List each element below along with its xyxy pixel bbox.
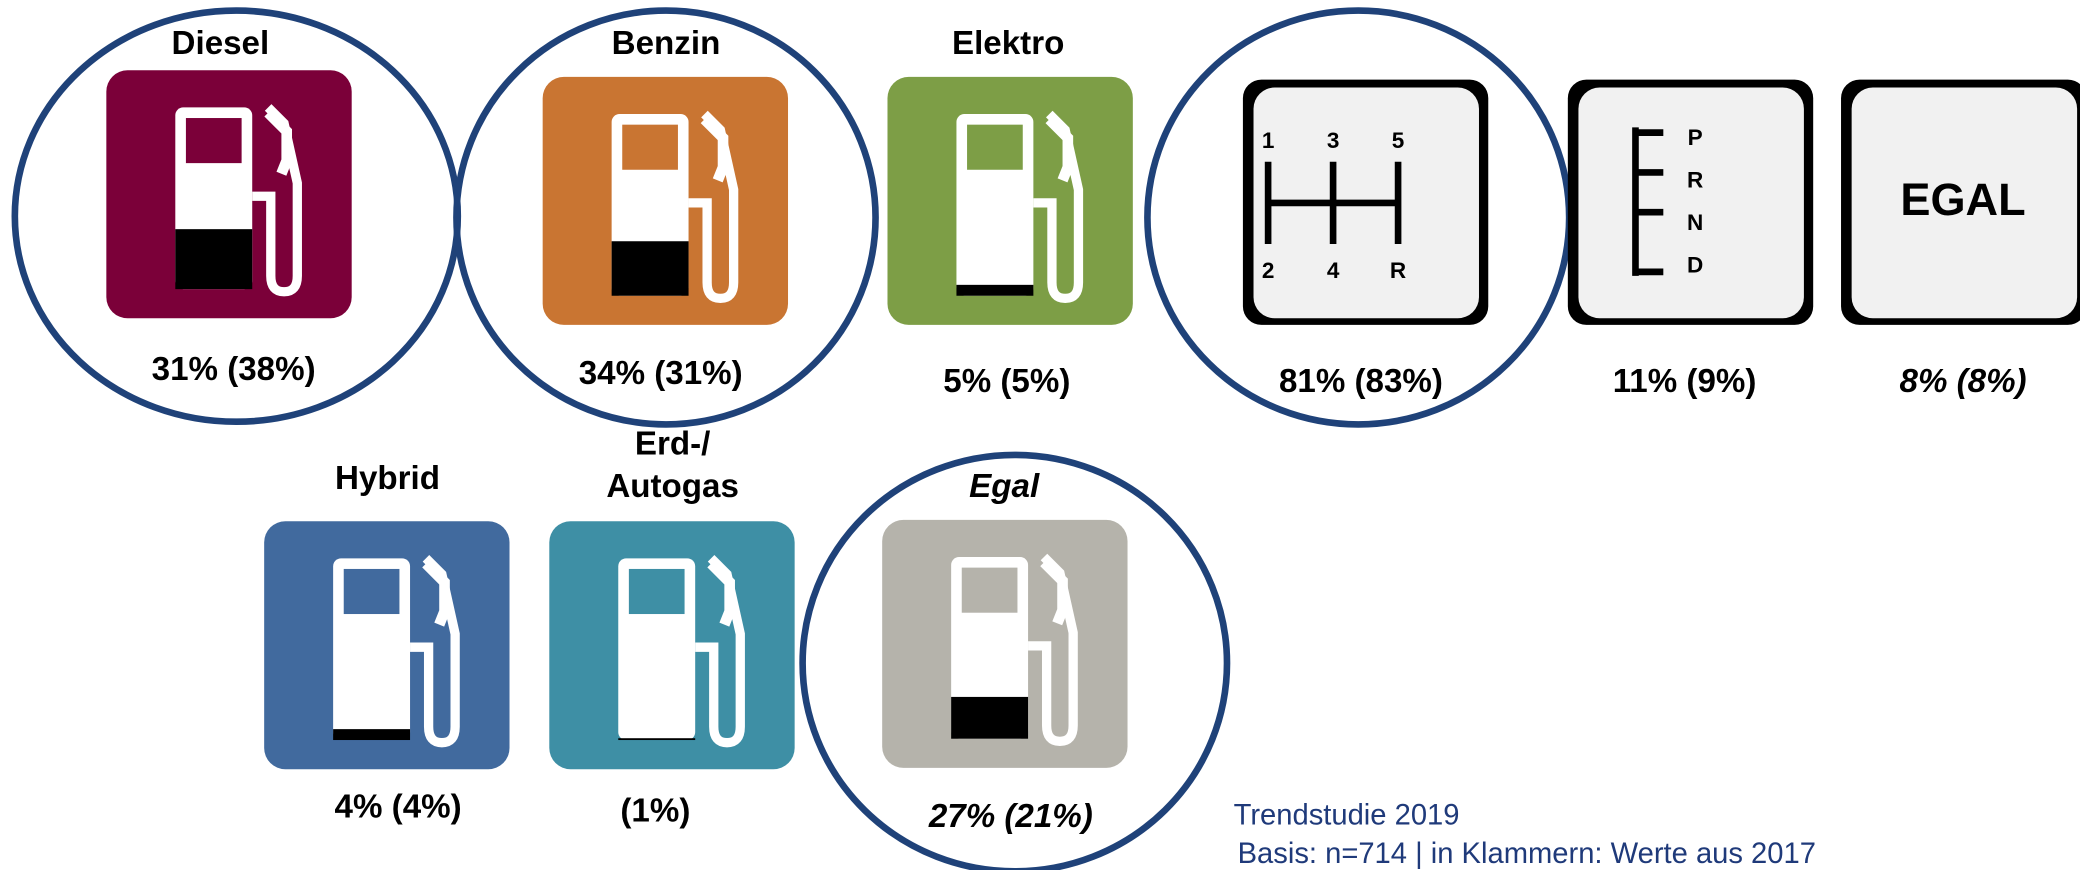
gear-label: D [1687,253,1703,278]
gear-box-inner [1851,87,2078,319]
fuel-value: 5% (5%) [943,363,1070,400]
fuel-label: Elektro [952,25,1064,62]
pump-level [333,729,411,741]
fuel-label: Autogas [606,468,739,505]
fuel-value: 27% (21%) [928,798,1093,835]
pump-hose [695,555,745,748]
pump-level [956,284,1034,296]
fuel-label: Egal [969,468,1040,505]
pump-nozzle [700,115,729,183]
gear-label: 1 [1262,128,1275,153]
footer-line: Trendstudie 2019 [1234,800,1460,832]
pump-nozzle [1040,558,1068,626]
pump-level [611,241,689,296]
gear-label: EGAL [1900,174,2025,225]
pump-level [951,696,1029,739]
gear-label: 3 [1327,128,1340,153]
fuel-label: Hybrid [335,460,440,497]
fuel-value: 31% (38%) [152,351,316,388]
gear-label: 4 [1327,258,1340,283]
pump-window [628,568,685,615]
fuel-label: Diesel [172,25,270,62]
gear-label: 5 [1392,128,1405,153]
gear-label: N [1687,210,1703,235]
fuel-value: (1%) [620,793,690,830]
gear-box-inner [1578,87,1804,319]
fuel-label: Erd-/ [635,425,711,462]
fuel-value: 4% (4%) [335,789,462,826]
transmission-value: 11% (9%) [1613,363,1757,400]
pump-hose [252,104,302,297]
pump-hose [1033,110,1084,304]
gear-label: R [1390,258,1406,283]
pump-nozzle [422,559,450,627]
pump-window [961,567,1018,613]
pump-window [185,118,242,164]
pump-hose [688,110,739,304]
pump-nozzle [707,559,735,627]
pump-nozzle [264,108,293,176]
highlight-circle [453,7,879,428]
pump-nozzle [1045,115,1074,183]
pump-window [343,568,400,615]
fuel-value: 34% (31%) [579,355,743,392]
pump-level [175,229,253,290]
pump-window [967,124,1023,170]
transmission-value: 81% (83%) [1279,363,1443,400]
pump-level [618,738,696,741]
fuel-label: Benzin [612,25,721,62]
pump-hose [1028,553,1078,746]
gear-label: 2 [1262,258,1275,283]
gear-label: P [1688,125,1703,150]
footer-line: Basis: n=714 | in Klammern: Werte aus 20… [1238,838,1816,870]
pump-hose [410,555,460,748]
transmission-value: 8% (8%) [1900,363,2027,400]
gear-label: R [1687,168,1703,193]
pump-window [622,124,678,170]
